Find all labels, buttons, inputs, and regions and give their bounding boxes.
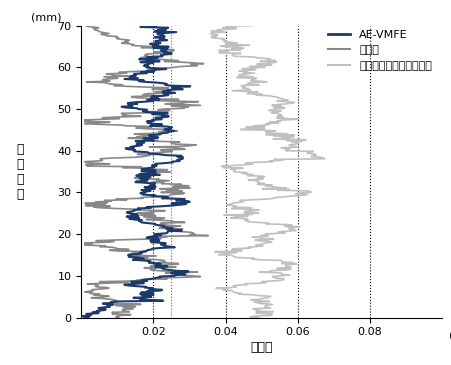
Text: (mm): (mm) [449,330,451,340]
Text: 加
工
深
さ: 加 工 深 さ [16,143,23,200]
Legend: AE-VMFE, 従来品, 従来エキストラロング形: AE-VMFE, 従来品, 従来エキストラロング形 [323,25,437,75]
Text: (mm): (mm) [31,13,61,23]
X-axis label: 倒れ量: 倒れ量 [250,341,273,354]
